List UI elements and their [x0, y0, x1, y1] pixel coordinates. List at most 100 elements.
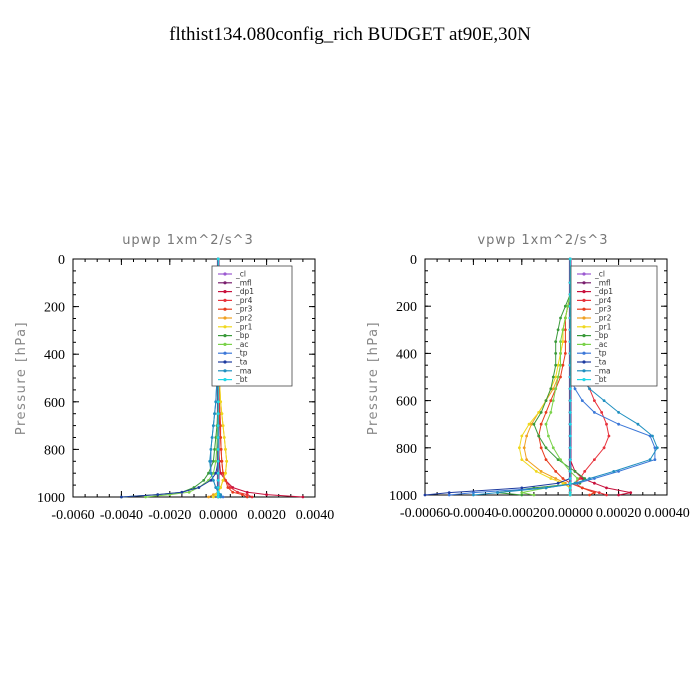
data-point-pr4	[605, 422, 608, 426]
data-point-ma	[496, 491, 499, 495]
data-point-bp	[211, 459, 215, 463]
data-point-ac	[551, 399, 555, 402]
data-point-pr4	[228, 486, 232, 489]
data-point-pr2	[522, 446, 526, 450]
legend-marker-dp1	[223, 290, 227, 294]
data-point-dp1	[245, 490, 249, 494]
legend-marker-pr1	[582, 325, 586, 329]
data-point-dp1	[629, 491, 633, 495]
data-point-bt	[568, 434, 572, 438]
x-tick-label: 0.0040	[296, 508, 335, 523]
data-point-pr4	[602, 446, 606, 450]
data-point-pr2	[554, 477, 558, 480]
legend-marker-dp1	[582, 290, 586, 294]
data-point-bp	[213, 448, 216, 451]
data-point-ta	[209, 478, 213, 482]
data-point-ac	[547, 434, 550, 438]
data-point-bt	[568, 470, 572, 473]
data-point-pr1	[517, 446, 521, 450]
legend-label-pr2: _pr2	[235, 314, 253, 323]
data-point-bp	[556, 328, 560, 332]
data-point-tp	[447, 493, 451, 497]
data-point-bp	[537, 434, 541, 438]
data-point-bt	[216, 486, 220, 489]
data-point-dp1	[265, 493, 268, 497]
legend-label-mfl: _mfl	[594, 278, 611, 287]
data-point-bt	[568, 257, 572, 261]
data-point-bp	[202, 478, 206, 482]
data-point-pr4	[583, 470, 587, 473]
data-point-pr3	[220, 459, 224, 463]
data-point-pr1	[561, 340, 565, 343]
data-point-pr2	[530, 422, 533, 426]
data-point-pr3	[593, 491, 596, 495]
y-tick-label: 600	[44, 396, 65, 411]
y-tick-label: 800	[44, 443, 65, 458]
y-tick-label: 400	[44, 348, 65, 363]
data-point-pr1	[219, 400, 223, 404]
data-point-pr1	[527, 422, 531, 426]
data-point-ma	[588, 477, 591, 480]
data-point-ac	[544, 422, 548, 426]
data-point-pr3	[241, 493, 244, 497]
data-point-pr3	[561, 477, 565, 480]
data-point-ta	[556, 481, 560, 485]
data-point-ac	[563, 316, 567, 320]
data-point-pr1	[221, 424, 225, 427]
data-point-ta	[520, 486, 524, 490]
data-point-ac	[549, 411, 553, 414]
data-point-bp	[551, 375, 555, 379]
data-point-bp	[532, 422, 536, 426]
data-point-ac	[551, 446, 555, 450]
legend-label-bp: _bp	[235, 331, 250, 340]
legend-marker-bt	[582, 378, 586, 382]
data-point-bt	[216, 448, 220, 451]
data-point-pr1	[561, 481, 565, 485]
data-point-pr4	[607, 434, 611, 438]
data-point-pr4	[597, 491, 601, 495]
data-point-pr1	[211, 495, 215, 499]
data-point-ma	[214, 486, 218, 489]
legend-marker-pr2	[582, 316, 586, 320]
data-point-ac	[532, 493, 536, 497]
data-point-ma	[213, 412, 216, 416]
y-tick-label: 600	[396, 395, 417, 410]
legend-label-pr4: _pr4	[235, 296, 253, 305]
y-axis-label: Pressure [hPa]	[366, 321, 381, 435]
data-point-ac	[559, 458, 562, 461]
legend-label-pr3: _pr3	[594, 305, 612, 314]
vpwp-panel: vpwp 1xm^2/s^3 Pressure [hPa] -0.00060-0…	[366, 233, 690, 521]
data-point-pr3	[588, 493, 591, 497]
data-point-bt	[568, 477, 572, 480]
data-point-bt	[216, 257, 220, 261]
legend-marker-bp	[582, 334, 586, 338]
data-point-ma	[573, 481, 577, 485]
data-point-ac	[520, 491, 524, 495]
data-point-bt	[568, 493, 572, 497]
legend-label-ma: _ma	[594, 366, 611, 375]
data-point-tp	[617, 470, 620, 473]
data-point-pr2	[525, 458, 529, 461]
data-point-tp	[573, 387, 577, 391]
data-point-bp	[554, 340, 558, 343]
legend-label-dp1: _dp1	[235, 287, 254, 296]
data-point-pr3	[544, 458, 548, 461]
data-point-pr3	[219, 436, 223, 439]
data-point-bt	[568, 399, 572, 402]
x-tick-label: 0.00000	[547, 506, 593, 521]
data-point-pr4	[605, 493, 608, 497]
y-tick-label: 200	[44, 301, 65, 316]
data-point-bt	[216, 412, 220, 416]
data-point-bt	[568, 446, 572, 450]
data-point-pr4	[593, 399, 596, 402]
data-point-bt	[568, 491, 572, 495]
data-point-ta	[180, 490, 184, 494]
data-point-ac	[576, 477, 579, 480]
legend-label-pr3: _pr3	[235, 305, 253, 314]
data-point-pr3	[544, 411, 548, 414]
legend-label-ac: _ac	[594, 340, 607, 349]
x-tick-label: -0.00040	[448, 506, 498, 521]
data-point-dp1	[219, 471, 223, 475]
upwp-panel: upwp 1xm^2/s^3 Pressure [hPa] -0.0060 -0.…	[14, 233, 334, 523]
